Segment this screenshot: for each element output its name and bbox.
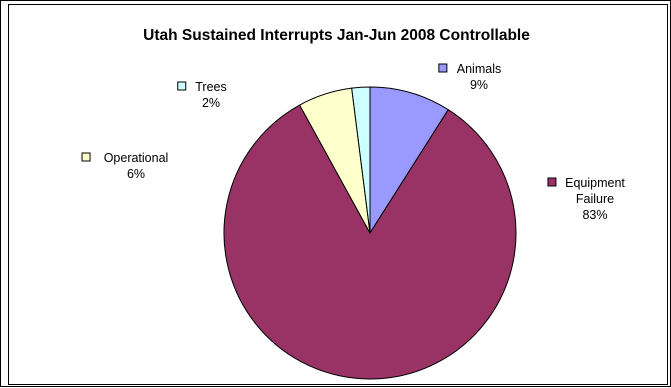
legend-key-trees [177,81,187,91]
slice-label-equipment-failure: Failure [576,192,614,206]
legend-key-equipment-failure [547,177,557,187]
plot-frame [8,4,668,385]
slice-value-animals: 9% [470,78,488,92]
slice-value-trees: 2% [202,96,220,110]
slice-value-operational: 6% [127,167,145,181]
slice-label-operational: Operational [104,151,169,165]
slice-label-trees: Trees [195,80,227,94]
slice-value-equipment-failure: 83% [582,208,607,222]
pie-slice-animals [369,86,449,235]
slice-label-animals: Animals [457,62,501,76]
pie-slice-equipment-failure [223,104,517,380]
legend-key-operational [81,152,91,162]
legend-key-animals [438,63,448,73]
chart-title: Utah Sustained Interrupts Jan-Jun 2008 C… [143,27,530,44]
slice-label-equipment-failure: Equipment [565,176,625,190]
pie-slice-trees [351,86,371,234]
